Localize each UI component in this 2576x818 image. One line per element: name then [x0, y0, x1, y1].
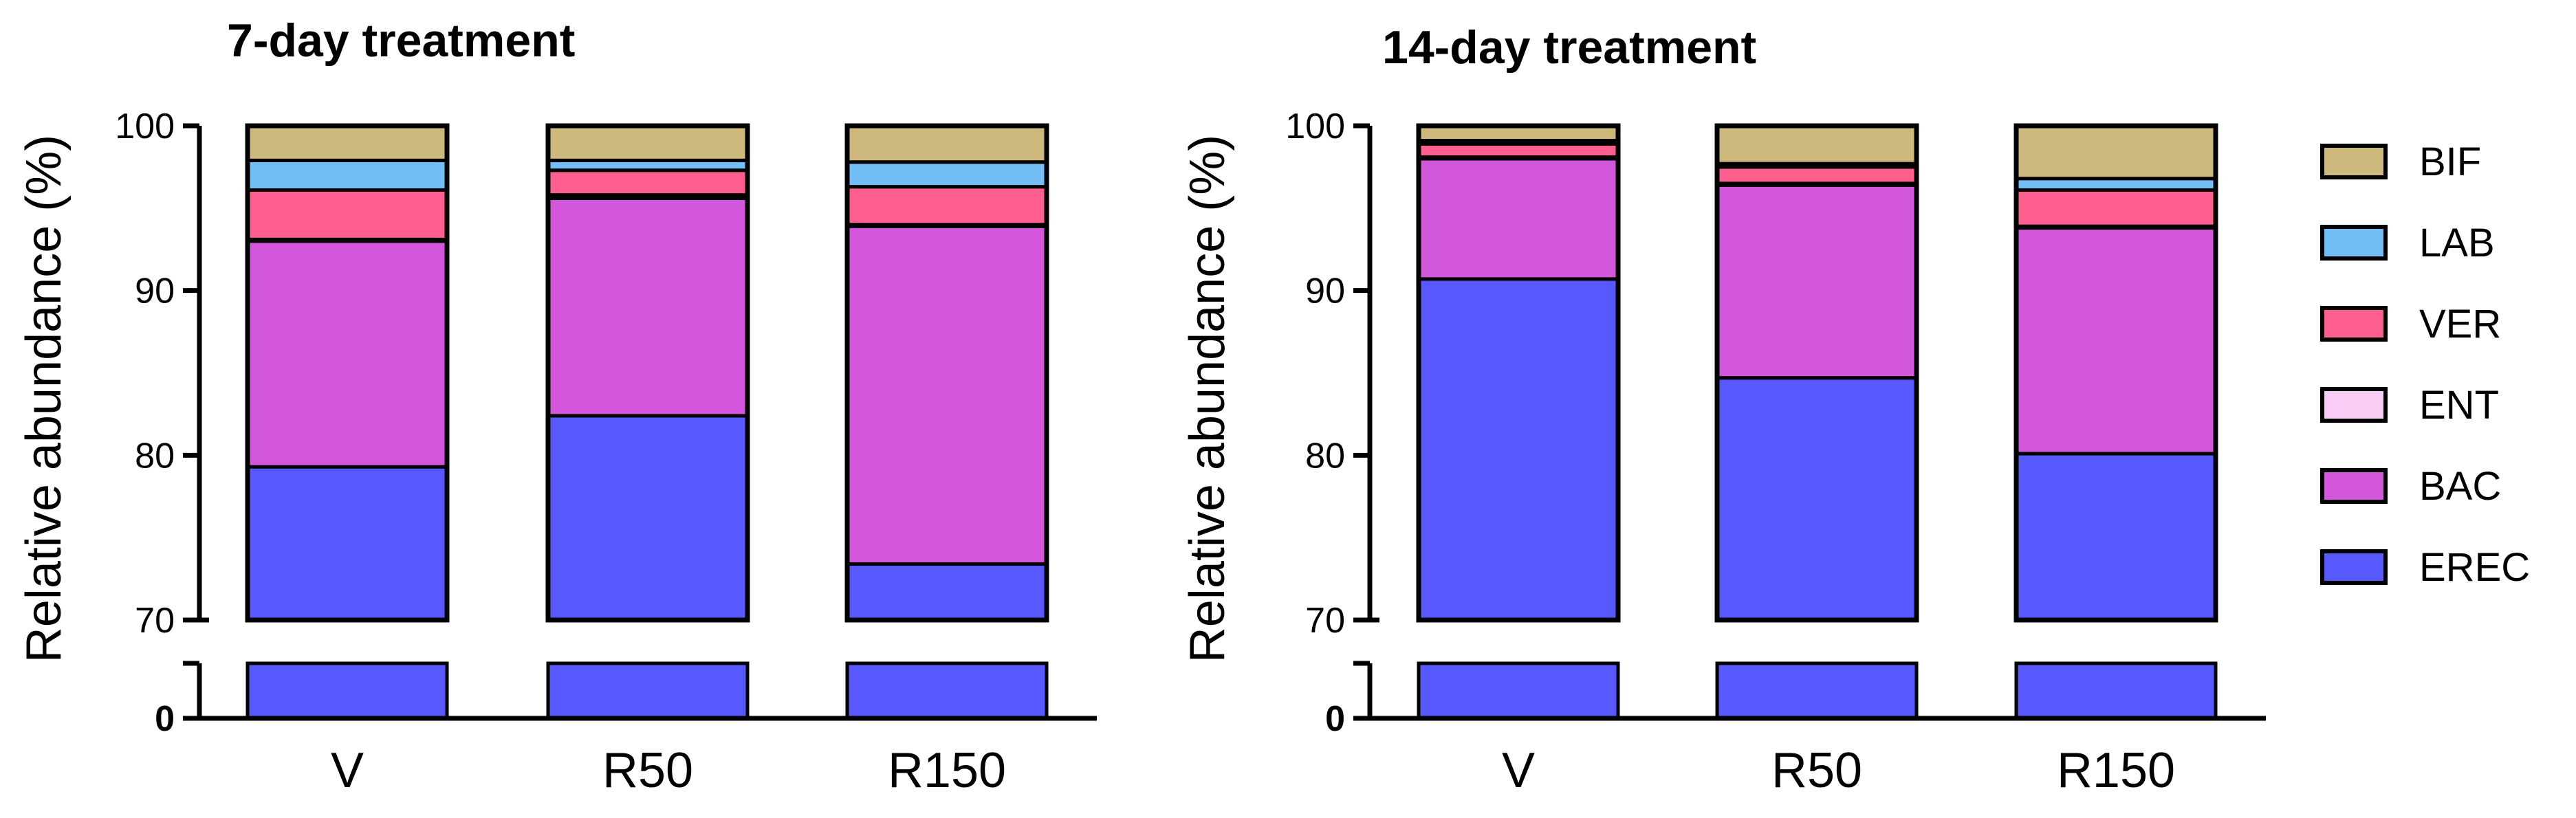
bar-outline-r150: [2013, 123, 2218, 623]
bar-segment-lab-r150: [2014, 177, 2218, 192]
legend-label-ver: VER: [2419, 302, 2501, 346]
bars-7-day: [245, 123, 1049, 720]
bar-base-segment-r150: [845, 661, 1049, 720]
legend-swatch-ent: [2320, 387, 2388, 423]
bar-outline-r50: [1714, 123, 1919, 623]
bar-segment-bif-r50: [546, 124, 750, 162]
bar-outline-v: [245, 123, 450, 623]
bar-base-segment-v: [245, 661, 449, 720]
panel-7-day: 7-day treatment Relative abundance (%) 1…: [17, 14, 1097, 798]
legend-item-lab: LAB: [2320, 221, 2495, 265]
bar-segment-bif-v: [245, 124, 449, 162]
legend-label-bif: BIF: [2419, 140, 2481, 184]
bar-segment-erec-v: [245, 465, 449, 622]
bar-segment-bac-r50: [1715, 183, 1919, 380]
y-tick-label-90: 90: [135, 272, 175, 311]
axes-14-day: [1353, 123, 2266, 721]
bar-segment-ver-r150: [845, 185, 1049, 227]
y-tick-label-70: 70: [1305, 601, 1345, 641]
legend-item-ent: ENT: [2320, 383, 2499, 428]
y-tick-label-80: 80: [1305, 436, 1345, 476]
legend-swatch-bif: [2320, 144, 2388, 179]
legend-item-bif: BIF: [2320, 140, 2481, 184]
y-tick-label-80: 80: [135, 436, 175, 476]
x-tick-label-r150: R150: [888, 743, 1006, 798]
x-tick-label-r150: R150: [2057, 743, 2175, 798]
y-tick-label-zero: 0: [155, 699, 175, 739]
chart-title-14-day: 14-day treatment: [1382, 21, 1756, 74]
x-tick-label-v: V: [331, 743, 364, 798]
bar-segment-ver-v: [245, 188, 449, 241]
bar-segment-bac-r150: [845, 224, 1049, 566]
bar-segment-bif-r150: [845, 124, 1049, 164]
legend-item-ver: VER: [2320, 302, 2501, 346]
bar-segment-erec-v: [1417, 277, 1620, 622]
x-tick-label-r50: R50: [1771, 743, 1862, 798]
chart-title-7-day: 7-day treatment: [227, 14, 575, 67]
legend-swatch-ver: [2320, 306, 2388, 342]
bar-base-segment-r50: [546, 661, 750, 720]
y-axis-ticks-14-day: 100 90 80 70 0: [1285, 107, 1345, 739]
bar-outline-v: [1416, 123, 1621, 623]
legend-label-ent: ENT: [2419, 383, 2499, 428]
bar-outline-r150: [844, 123, 1049, 623]
bar-base-segment-r50: [1715, 661, 1919, 720]
y-tick-label-100: 100: [1285, 107, 1345, 146]
legend-swatch-erec: [2320, 549, 2388, 585]
bars-14-day: [1416, 123, 2218, 720]
y-axis-ticks-7-day: 100 90 80 70 0: [115, 107, 175, 739]
y-axis-label-14-day: Relative abundance (%): [1180, 135, 1235, 663]
bar-segment-erec-r50: [1715, 376, 1919, 622]
y-tick-label-90: 90: [1305, 272, 1345, 311]
bar-segment-erec-r50: [546, 414, 750, 622]
legend-label-erec: EREC: [2419, 545, 2530, 590]
x-tick-label-v: V: [1502, 743, 1535, 798]
bar-segment-bif-r150: [2014, 124, 2218, 181]
bar-segment-ver-r50: [1715, 165, 1919, 186]
legend-label-lab: LAB: [2419, 221, 2495, 265]
bar-segment-bac-v: [1417, 157, 1620, 281]
x-axis-categories-7-day: V R50 R150: [331, 743, 1006, 798]
bar-base-segment-v: [1417, 661, 1620, 720]
x-axis-categories-14-day: V R50 R150: [1502, 743, 2175, 798]
bar-segment-lab-r150: [845, 160, 1049, 189]
y-axis-label-7-day: Relative abundance (%): [17, 135, 72, 663]
legend-label-bac: BAC: [2419, 464, 2501, 509]
legend-swatch-lab: [2320, 225, 2388, 261]
axes-7-day: [183, 123, 1097, 721]
bar-segment-bif-r50: [1715, 124, 1919, 166]
legend-swatch-bac: [2320, 468, 2388, 504]
bar-outline-r50: [545, 123, 750, 623]
x-tick-label-r50: R50: [602, 743, 693, 798]
bar-segment-bac-v: [245, 239, 449, 469]
legend: BIF LAB VER ENT BAC EREC: [2320, 140, 2530, 590]
bar-segment-erec-r150: [2014, 452, 2218, 622]
bar-segment-ver-v: [1417, 142, 1620, 159]
bar-segment-erec-r150: [845, 562, 1049, 622]
bar-segment-bac-r50: [546, 196, 750, 418]
y-tick-label-zero: 0: [1325, 699, 1345, 739]
bar-segment-lab-v: [245, 158, 449, 192]
panel-14-day: 14-day treatment Relative abundance (%) …: [1180, 21, 2266, 798]
bar-base-segment-r150: [2014, 661, 2218, 720]
bar-segment-bac-r150: [2014, 226, 2218, 456]
y-tick-label-70: 70: [135, 601, 175, 641]
bar-segment-ver-r150: [2014, 188, 2218, 228]
legend-item-erec: EREC: [2320, 545, 2530, 590]
y-tick-label-100: 100: [115, 107, 175, 146]
legend-item-bac: BAC: [2320, 464, 2501, 509]
bar-segment-ver-r50: [546, 168, 750, 197]
